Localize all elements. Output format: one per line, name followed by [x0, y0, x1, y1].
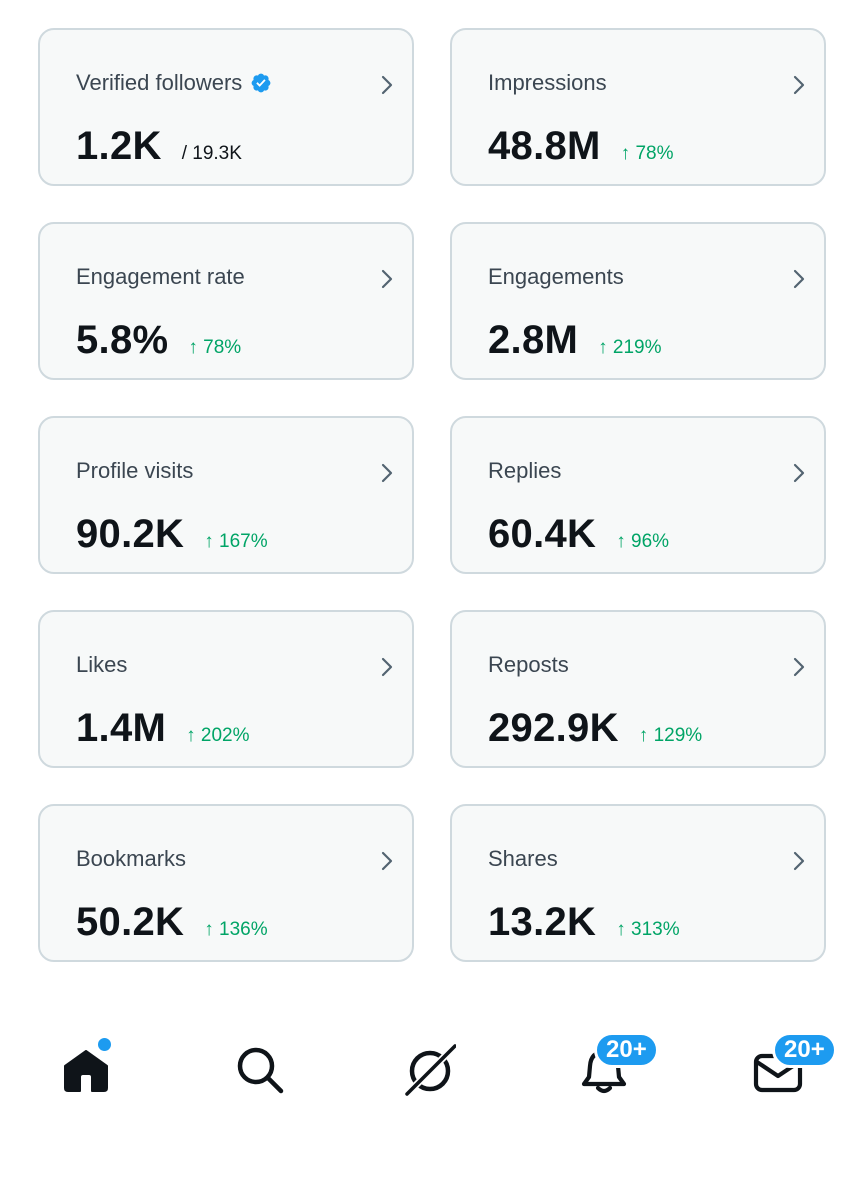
- metric-card-verified-followers[interactable]: Verified followers 1.2K / 19.3K: [38, 28, 414, 186]
- chevron-right-icon: [381, 463, 393, 483]
- metric-label: Engagement rate: [76, 264, 245, 289]
- metric-value-row: 60.4K ↑ 96%: [488, 512, 669, 557]
- metric-value: 50.2K: [76, 900, 185, 944]
- metric-value-row: 13.2K ↑ 313%: [488, 900, 680, 945]
- metric-total: / 19.3K: [181, 143, 242, 164]
- metric-card-shares[interactable]: Shares 13.2K ↑ 313%: [450, 804, 826, 962]
- metric-value: 1.2K: [76, 124, 162, 168]
- metric-card-profile-visits[interactable]: Profile visits 90.2K ↑ 167%: [38, 416, 414, 574]
- chevron-right-icon: [381, 851, 393, 871]
- metric-value: 90.2K: [76, 512, 185, 556]
- metric-label: Bookmarks: [76, 846, 187, 871]
- metric-card-bookmarks[interactable]: Bookmarks 50.2K ↑ 136%: [38, 804, 414, 962]
- metric-label: Verified followers: [76, 70, 243, 95]
- metric-value-row: 2.8M ↑ 219%: [488, 318, 662, 363]
- metric-delta: ↑ 167%: [204, 531, 268, 552]
- metric-delta: ↑ 313%: [616, 919, 680, 940]
- metric-label-wrapper: Verified followers: [76, 70, 272, 96]
- metric-delta: ↑ 78%: [620, 143, 674, 164]
- metric-card-likes[interactable]: Likes 1.4M ↑ 202%: [38, 610, 414, 768]
- metric-label: Shares: [488, 846, 558, 871]
- nav-messages[interactable]: 20+: [752, 1032, 837, 1096]
- search-icon: [237, 1047, 284, 1094]
- messages-count-badge: 20+: [772, 1032, 837, 1068]
- chevron-right-icon: [793, 75, 805, 95]
- metric-value: 48.8M: [488, 124, 601, 168]
- metric-label: Profile visits: [76, 458, 194, 483]
- metric-value: 60.4K: [488, 512, 597, 556]
- chevron-right-icon: [793, 269, 805, 289]
- metric-label: Likes: [76, 652, 128, 677]
- metric-delta: ↑ 219%: [598, 337, 662, 358]
- metric-value-row: 5.8% ↑ 78%: [76, 318, 241, 363]
- bottom-nav: 20+ 20+: [0, 1030, 863, 1120]
- new-content-dot: [96, 1036, 113, 1053]
- nav-home[interactable]: [60, 1036, 113, 1096]
- metric-delta: ↑ 78%: [188, 337, 242, 358]
- metric-delta: ↑ 136%: [204, 919, 268, 940]
- metrics-grid: Verified followers 1.2K / 19.3K Impressi…: [38, 28, 826, 962]
- metric-delta: ↑ 202%: [186, 725, 250, 746]
- metric-value-row: 50.2K ↑ 136%: [76, 900, 268, 945]
- metric-value: 13.2K: [488, 900, 597, 944]
- metric-value-row: 48.8M ↑ 78%: [488, 124, 673, 169]
- metric-value: 1.4M: [76, 706, 167, 750]
- metric-card-engagements[interactable]: Engagements 2.8M ↑ 219%: [450, 222, 826, 380]
- metric-value: 5.8%: [76, 318, 169, 362]
- metric-delta: ↑ 96%: [616, 531, 670, 552]
- metric-label: Impressions: [488, 70, 607, 95]
- metric-value-row: 90.2K ↑ 167%: [76, 512, 268, 557]
- metric-value-row: 1.2K / 19.3K: [76, 124, 242, 169]
- notifications-count-badge: 20+: [594, 1032, 659, 1068]
- metric-value: 292.9K: [488, 706, 619, 750]
- chevron-right-icon: [793, 463, 805, 483]
- chevron-right-icon: [381, 657, 393, 677]
- metric-card-replies[interactable]: Replies 60.4K ↑ 96%: [450, 416, 826, 574]
- home-icon: [64, 1050, 108, 1092]
- metric-label: Replies: [488, 458, 562, 483]
- metric-card-engagement-rate[interactable]: Engagement rate 5.8% ↑ 78%: [38, 222, 414, 380]
- nav-grok[interactable]: [404, 1043, 458, 1097]
- metric-card-reposts[interactable]: Reposts 292.9K ↑ 129%: [450, 610, 826, 768]
- metric-value-row: 1.4M ↑ 202%: [76, 706, 250, 751]
- metric-delta: ↑ 129%: [638, 725, 703, 746]
- chevron-right-icon: [381, 269, 393, 289]
- chevron-right-icon: [793, 657, 805, 677]
- chevron-right-icon: [793, 851, 805, 871]
- nav-search[interactable]: [234, 1044, 286, 1096]
- metric-label: Reposts: [488, 652, 569, 677]
- metric-label: Engagements: [488, 264, 624, 289]
- chevron-right-icon: [381, 75, 393, 95]
- metric-value-row: 292.9K ↑ 129%: [488, 706, 702, 751]
- nav-notifications[interactable]: 20+: [578, 1032, 659, 1096]
- metric-card-impressions[interactable]: Impressions 48.8M ↑ 78%: [450, 28, 826, 186]
- verified-badge-icon: [250, 72, 272, 94]
- grok-icon: [404, 1043, 458, 1097]
- metric-value: 2.8M: [488, 318, 579, 362]
